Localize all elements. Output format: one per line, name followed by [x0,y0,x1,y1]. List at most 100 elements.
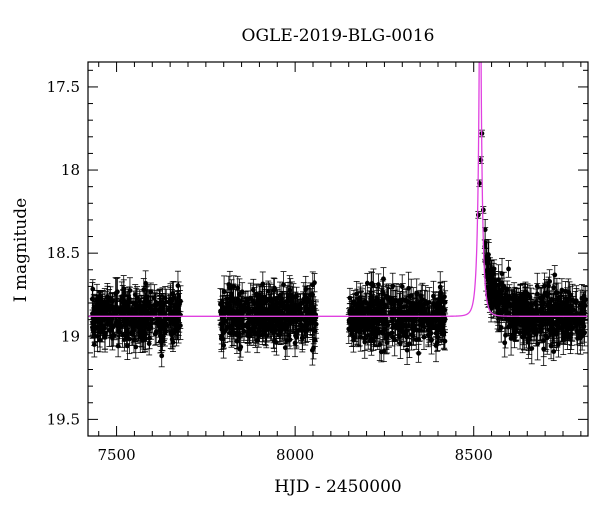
data-point-group [282,305,289,334]
data-point [159,305,164,311]
data-point [260,281,266,287]
data-point [236,331,242,337]
data-point [115,343,121,349]
y-axis-label: I magnitude [11,198,31,302]
data-point [404,347,410,353]
data-point [121,337,127,343]
data-point-group [251,309,258,329]
data-point [267,323,273,329]
data-point [94,297,100,303]
data-point [170,340,176,345]
x-axis-label: HJD - 2450000 [274,477,402,497]
data-point-group [295,318,302,343]
data-point [143,303,149,309]
data-point-group [226,297,233,332]
data-point [140,337,146,343]
data-point [299,323,305,329]
data-point [124,333,130,338]
data-point [295,307,301,313]
data-point-group [104,297,111,324]
data-point [170,291,175,296]
data-point-group [278,290,285,313]
data-point [301,317,307,323]
data-point [229,297,235,303]
data-point [120,332,125,338]
data-point-group [134,309,141,337]
chart-title: OGLE-2019-BLG-0016 [242,26,435,46]
data-point-group [157,298,164,332]
data-point [257,323,263,329]
data-point [90,320,96,326]
data-point [110,305,115,311]
data-point-group [139,327,146,353]
data-point [310,292,316,298]
data-point [129,318,135,324]
data-point [102,325,107,331]
data-point-group [297,293,304,315]
data-point [97,337,103,343]
data-point [221,289,227,295]
data-point [257,296,263,302]
data-point-group [147,282,154,302]
data-point-group [101,303,108,323]
data-point [146,341,152,347]
data-point [132,292,138,298]
data-point [271,302,277,308]
data-point-group [89,309,96,336]
data-point-group [121,328,128,352]
data-point-group [101,317,108,340]
data-point [257,328,263,334]
data-point [252,316,258,322]
data-point [245,311,251,317]
data-point [279,299,284,305]
data-point [287,337,293,343]
data-point [231,284,237,290]
data-point [105,307,111,313]
data-point [296,328,302,333]
data-point [309,347,315,353]
data-point [122,299,128,305]
data-point [141,308,147,313]
data-point [298,301,303,307]
data-point [101,310,107,316]
data-point [135,320,141,326]
data-point [262,322,268,328]
data-point [244,306,250,311]
data-point [275,300,281,306]
data-point-group [117,301,124,322]
data-point [141,287,147,293]
data-point [282,345,288,351]
data-point-group [270,317,277,344]
data-point [303,306,309,312]
data-point [220,336,226,342]
data-point [118,308,124,314]
data-point [399,284,405,290]
data-point-group [140,298,147,323]
data-point-group [239,282,246,302]
data-point [175,322,181,328]
data-point [143,280,149,286]
data-point [293,333,298,338]
data-point [286,333,292,339]
data-point-group [169,281,176,306]
data-point-group [115,334,122,358]
data-point-group [152,322,159,346]
data-point-group [229,288,236,312]
data-point-group [124,326,131,346]
data-point [159,353,165,359]
data-point-group [174,313,181,336]
data-point [268,296,273,302]
data-point [312,328,318,334]
data-point [235,296,240,302]
data-point [107,327,112,333]
data-point [102,300,108,305]
data-point [292,340,298,346]
data-point-group [220,329,227,350]
data-point [172,309,178,315]
data-point-group [93,283,100,316]
data-point [283,317,289,323]
data-point [142,323,147,328]
data-point-group [141,313,148,338]
data-point-group [97,328,104,353]
data-point-group [158,324,165,351]
